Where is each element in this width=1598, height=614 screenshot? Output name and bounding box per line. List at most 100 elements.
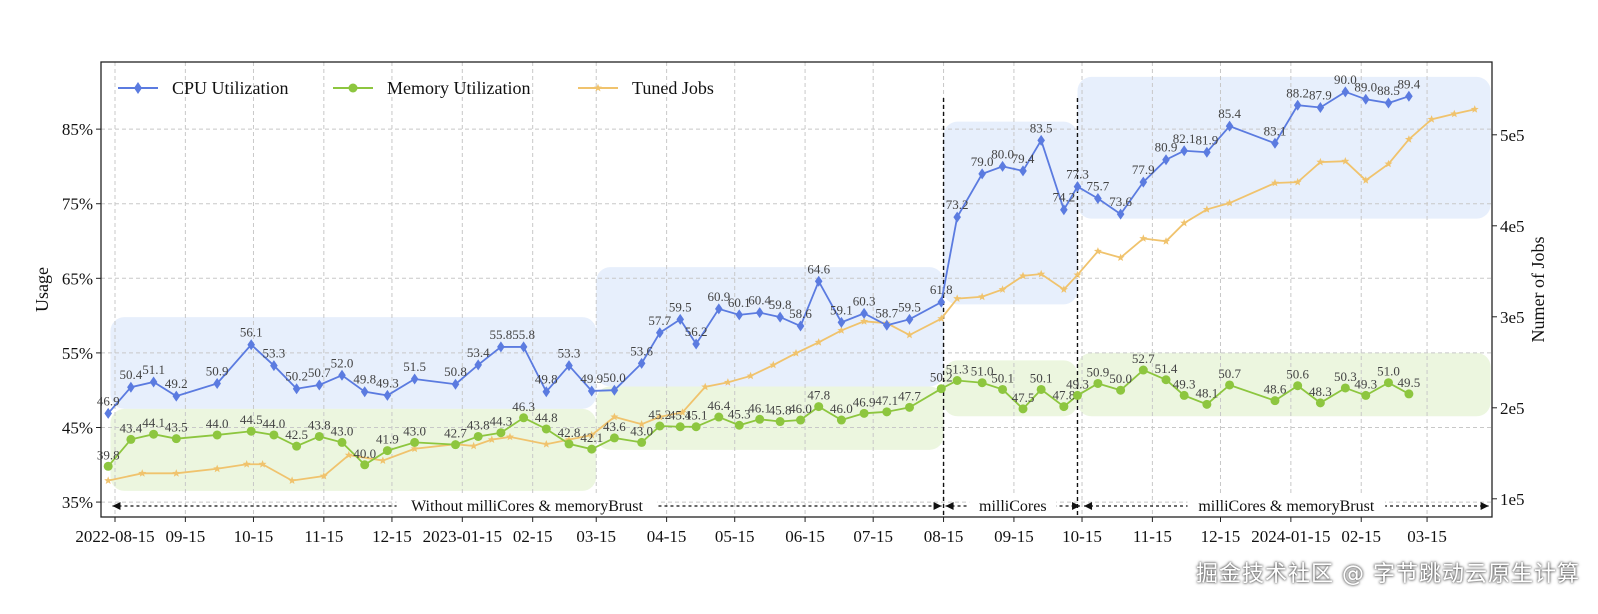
period-label: milliCores — [979, 498, 1047, 515]
memory-data-label: 41.9 — [376, 432, 399, 447]
cpu-data-label: 87.9 — [1309, 88, 1332, 103]
tuned-jobs-marker — [319, 471, 328, 480]
legend-label: Tuned Jobs — [632, 78, 714, 98]
tuned-jobs-marker — [288, 476, 297, 484]
cpu-data-label: 58.7 — [875, 305, 898, 320]
memory-data-label: 47.7 — [898, 388, 921, 403]
memory-marker — [1383, 378, 1393, 388]
memory-marker — [734, 420, 744, 430]
cpu-marker — [587, 385, 596, 397]
memory-marker — [587, 444, 597, 454]
cpu-data-label: 60.9 — [707, 289, 730, 304]
cpu-data-label: 60.3 — [853, 293, 876, 308]
memory-marker — [212, 430, 222, 440]
memory-marker — [714, 412, 724, 422]
tuned-jobs-marker — [978, 292, 987, 301]
memory-data-label: 48.6 — [1264, 382, 1287, 397]
cpu-data-label: 77.3 — [1066, 167, 1089, 182]
cpu-marker — [1094, 193, 1102, 204]
tuned-jobs-marker — [138, 469, 147, 477]
memory-marker — [103, 461, 113, 471]
cpu-data-label: 52.0 — [331, 355, 354, 370]
tuned-jobs-marker — [1225, 198, 1234, 207]
tuned-jobs-marker — [1093, 247, 1102, 255]
tuned-jobs-marker — [469, 441, 478, 450]
memory-data-label: 49.3 — [1066, 376, 1089, 391]
cpu-data-label: 64.6 — [807, 261, 830, 276]
cpu-marker — [497, 341, 505, 353]
memory-marker — [541, 424, 551, 434]
memory-marker — [382, 446, 392, 456]
cpu-marker — [338, 369, 346, 381]
tuned-jobs-marker — [487, 435, 496, 443]
watermark: 掘金技术社区 @ 字节跳动云原生计算 — [1196, 562, 1580, 587]
memory-data-label: 42.8 — [558, 425, 581, 440]
memory-marker — [1161, 375, 1171, 385]
cpu-marker — [213, 377, 221, 389]
cpu-data-label: 59.1 — [830, 302, 853, 317]
memory-data-label: 43.8 — [308, 417, 331, 432]
tuned-jobs-marker — [792, 349, 800, 357]
x-tick-label: 09-15 — [166, 527, 206, 546]
tuned-jobs-marker — [344, 450, 353, 459]
cpu-data-label: 49.2 — [165, 376, 188, 391]
tuned-jobs-marker — [905, 330, 914, 339]
memory-data-label: 43.4 — [120, 420, 143, 435]
memory-data-label: 45.1 — [685, 408, 708, 423]
memory-data-label: 50.7 — [1218, 366, 1241, 381]
cpu-data-label: 83.1 — [1264, 123, 1287, 138]
x-tick-label: 10-15 — [234, 527, 274, 546]
cpu-region-box — [596, 267, 944, 387]
cpu-data-label: 89.4 — [1398, 76, 1421, 91]
memory-marker — [691, 422, 701, 432]
memory-marker — [496, 428, 506, 438]
cpu-marker — [104, 407, 112, 419]
memory-marker — [998, 384, 1008, 394]
tuned-jobs-marker — [565, 435, 573, 443]
memory-marker — [859, 408, 869, 418]
tuned-jobs-marker — [213, 464, 222, 473]
cpu-data-label: 46.9 — [97, 393, 120, 408]
memory-data-label: 50.3 — [1334, 369, 1357, 384]
memory-data-label: 48.3 — [1309, 384, 1332, 399]
memory-data-label: 47.8 — [807, 388, 830, 403]
memory-data-label: 48.1 — [1195, 385, 1218, 400]
memory-data-label: 39.8 — [97, 447, 120, 462]
cpu-data-label: 61.8 — [930, 282, 953, 297]
y-tick-label-left: 75% — [62, 195, 93, 214]
tuned-jobs-marker — [837, 326, 846, 334]
memory-data-label: 47.8 — [1052, 388, 1075, 403]
memory-marker — [337, 437, 347, 447]
cpu-marker — [978, 168, 986, 180]
x-tick-label: 10-15 — [1062, 527, 1102, 546]
memory-data-label: 44.0 — [206, 416, 229, 431]
cpu-data-label: 49.3 — [376, 375, 399, 390]
cpu-marker — [692, 338, 700, 350]
mem-region-box — [110, 408, 597, 491]
cpu-data-label: 55.8 — [512, 327, 535, 342]
x-tick-label: 07-15 — [853, 527, 893, 546]
memory-marker — [1036, 384, 1046, 394]
tuned-jobs-marker — [242, 460, 251, 468]
cpu-data-label: 85.4 — [1218, 106, 1241, 121]
memory-marker — [637, 437, 647, 447]
memory-marker — [882, 407, 892, 417]
tuned-jobs-marker — [1427, 115, 1436, 123]
memory-data-label: 50.0 — [1109, 371, 1132, 386]
legend-circle-marker — [348, 83, 358, 93]
legend-label: CPU Utilization — [172, 78, 289, 98]
period-label: milliCores & memoryBrust — [1198, 498, 1375, 515]
memory-data-label: 44.3 — [490, 414, 513, 429]
memory-marker — [755, 414, 765, 424]
tuned-jobs-marker — [1384, 159, 1393, 168]
cpu-data-label: 53.3 — [263, 346, 286, 361]
tuned-jobs-marker — [860, 317, 869, 325]
memory-marker — [1225, 380, 1235, 390]
y-axis-title-left: Usage — [32, 267, 52, 312]
memory-marker — [1179, 390, 1189, 400]
cpu-data-label: 75.7 — [1087, 179, 1110, 194]
tuned-jobs-marker — [542, 440, 551, 448]
memory-data-label: 46.0 — [830, 401, 853, 416]
cpu-marker — [127, 381, 135, 393]
cpu-marker — [837, 316, 846, 328]
